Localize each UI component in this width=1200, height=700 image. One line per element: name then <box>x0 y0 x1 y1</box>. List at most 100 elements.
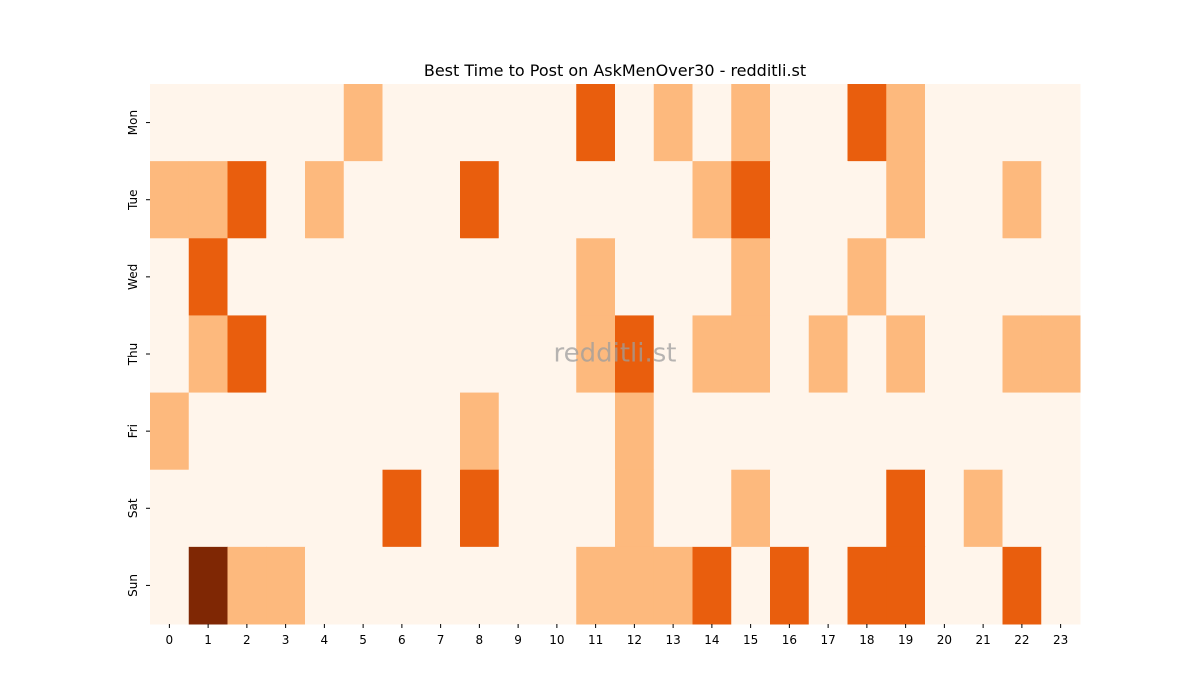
heatmap-cell <box>886 161 926 239</box>
heatmap-cell <box>382 315 422 394</box>
heatmap-cell <box>305 238 345 316</box>
heatmap-cell <box>847 546 887 625</box>
heatmap-cell <box>305 84 345 162</box>
heatmap-cell <box>266 315 306 394</box>
y-tick-label: Tue <box>126 189 140 211</box>
heatmap-cell <box>847 238 887 316</box>
heatmap-cell <box>731 238 771 316</box>
x-tick-label: 22 <box>1014 633 1029 647</box>
chart-title: Best Time to Post on AskMenOver30 - redd… <box>424 61 806 80</box>
heatmap-cell <box>421 84 461 162</box>
heatmap-cell <box>615 84 655 162</box>
heatmap-cell <box>692 392 732 471</box>
heatmap-cell <box>847 469 887 548</box>
heatmap-cell <box>150 392 190 471</box>
watermark-text: redditli.st <box>554 339 677 369</box>
heatmap-cell <box>460 546 500 625</box>
heatmap-cell <box>343 315 383 394</box>
heatmap-cell <box>498 161 538 239</box>
heatmap-cell <box>653 315 693 394</box>
heatmap-cell <box>731 392 771 471</box>
heatmap-cell <box>227 315 267 394</box>
heatmap-cell <box>498 546 538 625</box>
x-axis: 0 1 2 3 4 5 6 7 8 9 10 11 12 13 14 15 16 17 18 19 20 21 22 23 <box>166 624 1068 647</box>
heatmap-cell <box>343 84 383 162</box>
heatmap-cell <box>266 238 306 316</box>
heatmap-cell <box>227 238 267 316</box>
y-tick-label: Mon <box>126 110 140 135</box>
heatmap-cell <box>227 161 267 239</box>
x-tick-label: 7 <box>437 633 445 647</box>
heatmap-cell <box>692 161 732 239</box>
heatmap-cell <box>808 161 848 239</box>
heatmap-cell <box>925 84 965 162</box>
heatmap-cell <box>421 315 461 394</box>
heatmap-cell <box>1041 546 1081 625</box>
y-tick-label: Wed <box>126 264 140 290</box>
heatmap-cell <box>537 469 577 548</box>
heatmap-cell <box>188 546 228 625</box>
heatmap-cell <box>460 161 500 239</box>
heatmap-cell <box>1002 469 1042 548</box>
heatmap-cell <box>615 161 655 239</box>
heatmap-cell <box>808 315 848 394</box>
heatmap-cell <box>460 392 500 471</box>
heatmap-cell <box>963 84 1003 162</box>
heatmap-cell <box>731 161 771 239</box>
x-tick-label: 11 <box>588 633 603 647</box>
heatmap-cell <box>925 392 965 471</box>
x-tick-label: 2 <box>243 633 251 647</box>
heatmap-cell <box>615 469 655 548</box>
heatmap-cell <box>537 315 577 394</box>
heatmap-cell <box>653 469 693 548</box>
heatmap-cell <box>925 315 965 394</box>
heatmap-cell <box>305 315 345 394</box>
y-tick-label: Sat <box>126 498 140 518</box>
heatmap-cell <box>770 161 810 239</box>
heatmap-cell <box>925 469 965 548</box>
heatmap-cell <box>653 392 693 471</box>
heatmap-cell <box>1002 392 1042 471</box>
heatmap-cell <box>1041 238 1081 316</box>
heatmap-cell <box>886 392 926 471</box>
heatmap-cell <box>460 84 500 162</box>
heatmap-cell <box>731 469 771 548</box>
heatmap-cell <box>498 469 538 548</box>
heatmap-cell <box>576 469 616 548</box>
x-tick-label: 21 <box>975 633 990 647</box>
x-tick-label: 17 <box>820 633 835 647</box>
heatmap-cell <box>886 238 926 316</box>
heatmap-cell <box>305 546 345 625</box>
x-tick-label: 1 <box>204 633 212 647</box>
heatmap-cell <box>266 84 306 162</box>
heatmap-cell <box>847 161 887 239</box>
heatmap-cell <box>421 546 461 625</box>
heatmap-cell <box>808 84 848 162</box>
heatmap-cell <box>227 546 267 625</box>
heatmap-cell <box>421 469 461 548</box>
heatmap-cell <box>460 238 500 316</box>
heatmap-cell <box>305 469 345 548</box>
x-tick-label: 8 <box>476 633 484 647</box>
heatmap-cell <box>266 392 306 471</box>
heatmap-cell <box>615 546 655 625</box>
heatmap-cell <box>808 469 848 548</box>
heatmap-cell <box>886 469 926 548</box>
heatmap-cell <box>460 469 500 548</box>
heatmap-cell <box>770 546 810 625</box>
heatmap-cell <box>382 238 422 316</box>
heatmap-cell <box>925 238 965 316</box>
heatmap-cell <box>537 84 577 162</box>
x-tick-label: 18 <box>859 633 874 647</box>
heatmap-cell <box>963 238 1003 316</box>
heatmap-cell <box>963 469 1003 548</box>
heatmap-cell <box>847 84 887 162</box>
heatmap-cell <box>692 238 732 316</box>
heatmap-cell <box>305 392 345 471</box>
x-tick-label: 13 <box>665 633 680 647</box>
heatmap-cell <box>963 315 1003 394</box>
heatmap-cell <box>188 238 228 316</box>
heatmap-cell <box>847 392 887 471</box>
heatmap-cell <box>731 84 771 162</box>
heatmap-cell <box>615 315 655 394</box>
